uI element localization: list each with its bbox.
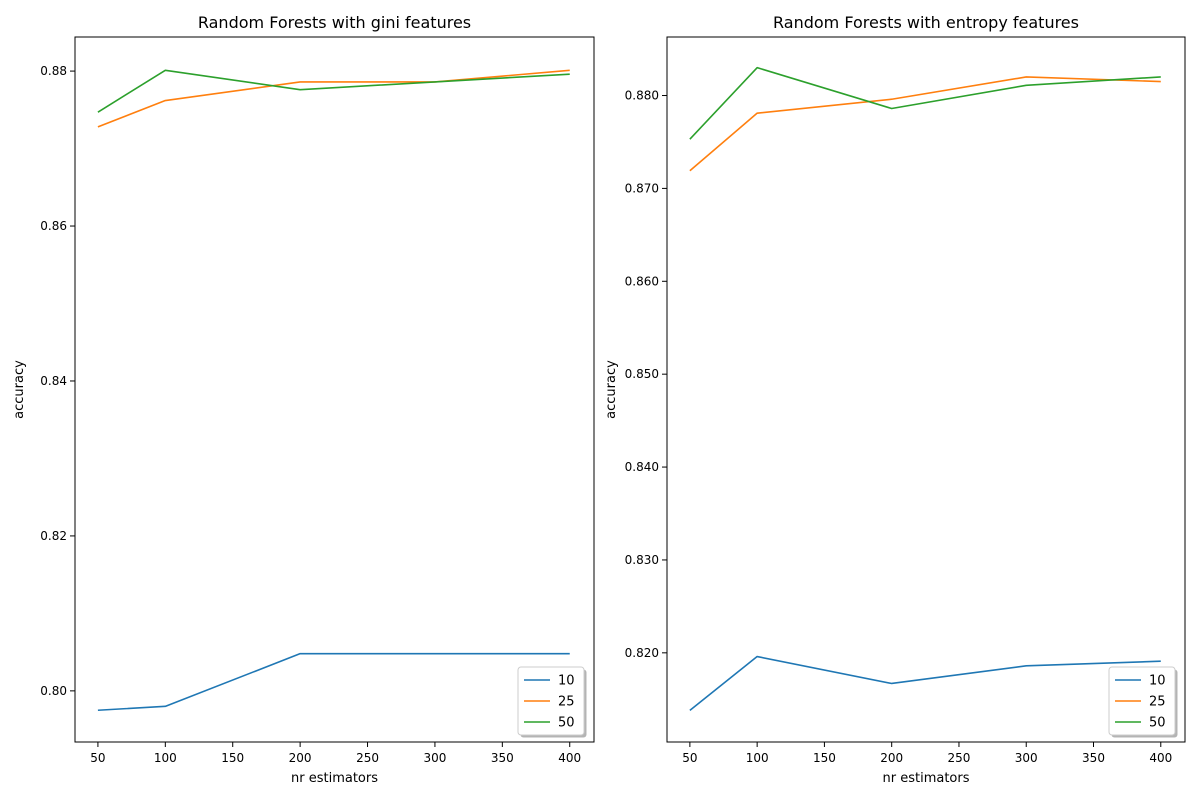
y-tick-label: 0.820 xyxy=(625,646,659,660)
chart-panel-1: Random Forests with gini features 50 100 15… xyxy=(12,13,595,786)
plot-area-frame xyxy=(74,36,595,743)
plot-area-frame xyxy=(666,36,1186,743)
legend-label: 50 xyxy=(558,716,575,731)
series-line-50 xyxy=(97,69,570,113)
y-axis-label: accuracy xyxy=(12,360,27,419)
y-tick-label: 0.84 xyxy=(40,374,67,388)
x-tick-label: 250 xyxy=(948,751,971,765)
legend-label: 50 xyxy=(1149,716,1166,731)
y-tick-label: 0.840 xyxy=(625,460,659,474)
legend-label: 10 xyxy=(558,674,575,689)
chart-panel-2: Random Forests with entropy features 50 10… xyxy=(604,13,1186,786)
y-tick-label: 0.80 xyxy=(40,684,67,698)
series-line-10 xyxy=(97,652,570,712)
y-tick-label: 0.860 xyxy=(625,274,659,288)
x-axis-label: nr estimators xyxy=(291,771,378,786)
x-tick-label: 400 xyxy=(1149,751,1172,765)
chart-title: Random Forests with entropy features xyxy=(773,13,1079,32)
x-tick-label: 300 xyxy=(1015,751,1038,765)
y-tick-label: 0.870 xyxy=(625,181,659,195)
series-line-25 xyxy=(97,69,570,128)
y-tick-label: 0.86 xyxy=(40,219,67,233)
legend-label: 10 xyxy=(1149,674,1166,689)
x-axis-label: nr estimators xyxy=(883,771,970,786)
y-tick-label: 0.88 xyxy=(40,64,67,78)
legend-box xyxy=(517,666,585,736)
series-line-10 xyxy=(689,655,1161,712)
x-tick-label: 300 xyxy=(423,751,446,765)
legend-label: 25 xyxy=(558,695,575,710)
y-tick-label: 0.880 xyxy=(625,89,659,103)
series-line-50 xyxy=(689,66,1161,140)
x-tick-label: 350 xyxy=(1082,751,1105,765)
y-tick-label: 0.82 xyxy=(40,529,67,543)
x-tick-label: 50 xyxy=(90,751,105,765)
chart-title: Random Forests with gini features xyxy=(198,13,471,32)
x-tick-label: 200 xyxy=(880,751,903,765)
x-tick-label: 200 xyxy=(289,751,312,765)
y-tick-label: 0.830 xyxy=(625,553,659,567)
x-tick-label: 150 xyxy=(221,751,244,765)
x-tick-label: 100 xyxy=(746,751,769,765)
x-tick-label: 350 xyxy=(491,751,514,765)
y-axis-label: accuracy xyxy=(604,360,619,419)
x-tick-label: 100 xyxy=(154,751,177,765)
series-line-25 xyxy=(689,76,1161,172)
x-tick-label: 50 xyxy=(682,751,697,765)
x-tick-label: 150 xyxy=(813,751,836,765)
y-tick-label: 0.850 xyxy=(625,367,659,381)
x-tick-label: 250 xyxy=(356,751,379,765)
legend-box xyxy=(1108,666,1176,736)
x-tick-label: 400 xyxy=(558,751,581,765)
legend-label: 25 xyxy=(1149,695,1166,710)
